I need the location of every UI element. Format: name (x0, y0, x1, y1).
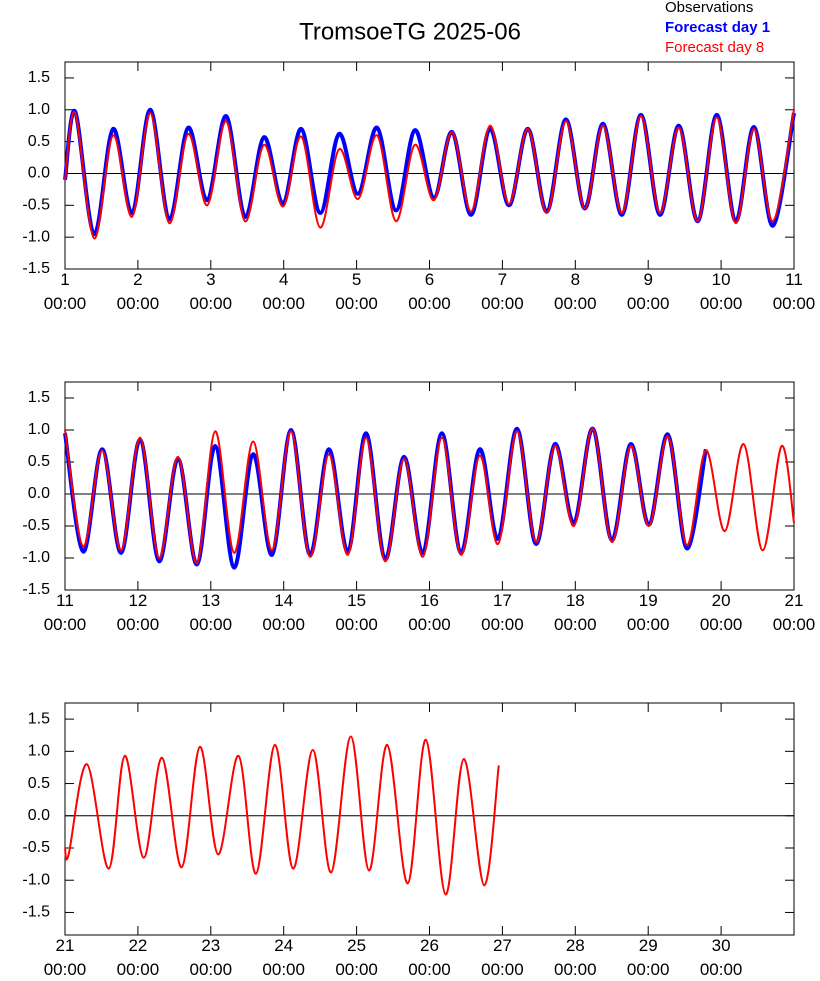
y-tick-label: 1.5 (28, 389, 50, 406)
x-tick-label: 8 00:00 (554, 270, 597, 313)
x-tick-label: 9 00:00 (627, 270, 670, 313)
x-tick-label: 20 00:00 (700, 591, 743, 634)
series-line (64, 427, 795, 565)
y-tick-label: -1.0 (22, 871, 50, 888)
x-tick-label: 29 00:00 (627, 936, 670, 979)
plot-frame (64, 702, 795, 936)
x-tick-label: 21 00:00 (44, 936, 87, 979)
x-tick-label: 5 00:00 (335, 270, 378, 313)
x-tick-label: 27 00:00 (481, 936, 524, 979)
x-tick-label: 15 00:00 (335, 591, 378, 634)
plot-frame (64, 61, 795, 270)
y-tick-label: -0.5 (22, 517, 50, 534)
x-tick-label: 19 00:00 (627, 591, 670, 634)
y-tick-label: 1.0 (28, 101, 50, 118)
y-tick-label: -1.5 (22, 260, 50, 277)
x-tick-label: 11 00:00 (44, 591, 87, 634)
x-tick-label: 4 00:00 (262, 270, 305, 313)
x-tick-label: 12 00:00 (117, 591, 160, 634)
x-tick-label: 25 00:00 (335, 936, 378, 979)
chart-title: TromsoeTG 2025-06 (299, 18, 521, 45)
y-tick-label: 1.0 (28, 743, 50, 760)
x-tick-label: 1 00:00 (44, 270, 87, 313)
legend-entry: Forecast day 8 (665, 39, 764, 56)
x-tick-label: 11 00:00 (773, 270, 816, 313)
series-line (63, 107, 796, 236)
x-tick-label: 23 00:00 (190, 936, 233, 979)
y-tick-label: 1.5 (28, 710, 50, 727)
y-tick-label: 1.0 (28, 421, 50, 438)
y-tick-label: 0.5 (28, 775, 50, 792)
series-line (64, 735, 500, 896)
y-tick-label: -1.0 (22, 549, 50, 566)
x-tick-label: 2 00:00 (117, 270, 160, 313)
x-tick-label: 10 00:00 (700, 270, 743, 313)
x-tick-label: 21 00:00 (773, 591, 816, 634)
x-tick-label: 26 00:00 (408, 936, 451, 979)
y-tick-label: 0.0 (28, 165, 50, 182)
x-tick-label: 18 00:00 (554, 591, 597, 634)
x-tick-label: 3 00:00 (190, 270, 233, 313)
y-tick-label: -0.5 (22, 839, 50, 856)
y-tick-label: 0.0 (28, 807, 50, 824)
x-tick-label: 16 00:00 (408, 591, 451, 634)
x-tick-label: 24 00:00 (262, 936, 305, 979)
x-tick-label: 28 00:00 (554, 936, 597, 979)
series-line (64, 109, 795, 240)
x-tick-label: 13 00:00 (190, 591, 233, 634)
legend-entry: Forecast day 1 (665, 19, 770, 36)
y-tick-label: 0.5 (28, 133, 50, 150)
plot-frame (64, 381, 795, 591)
y-tick-label: 0.0 (28, 485, 50, 502)
y-tick-label: -1.5 (22, 581, 50, 598)
x-tick-label: 6 00:00 (408, 270, 451, 313)
y-tick-label: 1.5 (28, 69, 50, 86)
legend-entry: Observations (665, 0, 753, 16)
x-tick-label: 30 00:00 (700, 936, 743, 979)
y-tick-label: -1.0 (22, 228, 50, 245)
y-tick-label: 0.5 (28, 453, 50, 470)
x-tick-label: 7 00:00 (481, 270, 524, 313)
y-tick-label: -0.5 (22, 197, 50, 214)
x-tick-label: 17 00:00 (481, 591, 524, 634)
x-tick-label: 14 00:00 (262, 591, 305, 634)
y-tick-label: -1.5 (22, 904, 50, 921)
x-tick-label: 22 00:00 (117, 936, 160, 979)
series-line (63, 426, 708, 570)
